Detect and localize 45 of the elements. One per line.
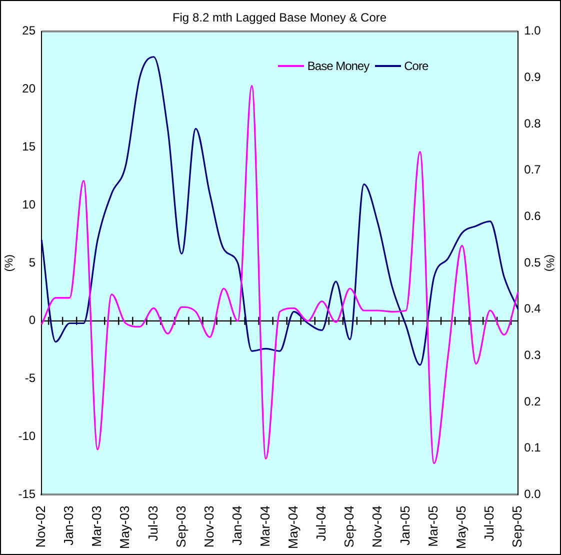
- y2-tick-label: 0.3: [524, 348, 542, 362]
- x-tick-label: Nov-02: [33, 506, 48, 548]
- y2-tick-label: 1.0: [524, 24, 542, 38]
- y2-tick-label: 0.2: [524, 394, 542, 408]
- x-tick-label: Jan-04: [229, 506, 244, 546]
- y2-tick-label: 0.1: [524, 440, 542, 455]
- y2-axis-title: (%): [543, 254, 556, 272]
- x-tick-label: Sep-03: [173, 506, 188, 548]
- y-tick-label: -15: [18, 486, 36, 501]
- x-tick-label: Mar-03: [89, 506, 104, 547]
- x-tick-label: Nov-04: [370, 506, 385, 548]
- legend-label: Core: [404, 59, 428, 74]
- x-tick-label: Jul-05: [482, 506, 497, 542]
- y2-tick-label: 0.6: [524, 209, 542, 224]
- x-tick-label: May-04: [285, 506, 300, 550]
- y2-tick-label: 0.7: [524, 162, 542, 177]
- x-tick-label: Mar-04: [257, 506, 272, 547]
- x-tick-label: Jan-05: [398, 506, 413, 546]
- y2-tick-label: 0.5: [524, 255, 542, 270]
- y2-tick-label: 0.9: [524, 70, 542, 84]
- y-tick-label: -10: [18, 429, 36, 444]
- x-tick-label: May-03: [117, 506, 132, 550]
- y2-tick-label: 0.4: [524, 302, 542, 316]
- y-tick-label: 15: [22, 140, 36, 154]
- y-tick-label: 10: [22, 197, 36, 212]
- y-axis-title: (%): [4, 254, 16, 272]
- x-tick-label: May-05: [454, 506, 469, 550]
- y2-tick-label: 0.8: [524, 116, 542, 130]
- x-tick-label: Sep-04: [341, 506, 356, 548]
- legend-label: Base Money: [307, 59, 370, 74]
- y-tick-label: 0: [28, 313, 36, 328]
- y-tick-label: 25: [22, 24, 36, 38]
- x-tick-label: Jul-03: [145, 506, 160, 542]
- x-tick-label: Jan-03: [61, 506, 76, 546]
- chart-title: Fig 8.2 mth Lagged Base Money & Core: [172, 10, 387, 25]
- line-series: [40, 56, 519, 366]
- line-series: [40, 85, 519, 464]
- x-tick-label: Mar-05: [426, 506, 441, 547]
- x-tick-label: Jul-04: [313, 506, 328, 542]
- y2-tick-label: 0.0: [524, 486, 542, 501]
- y-tick-label: 5: [28, 255, 36, 270]
- x-tick-label: Nov-03: [201, 506, 216, 548]
- y-tick-label: 20: [22, 82, 36, 96]
- x-tick-label: Sep-05: [510, 506, 525, 548]
- y-tick-label: -5: [24, 371, 36, 386]
